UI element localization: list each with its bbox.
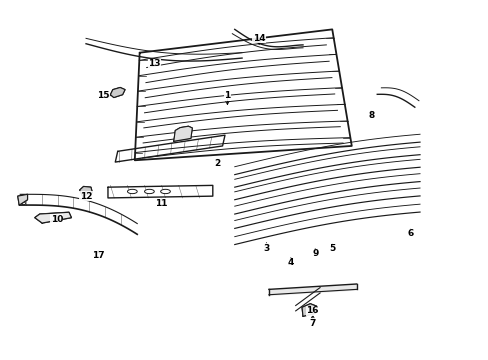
Ellipse shape [144, 189, 154, 194]
Text: 17: 17 [92, 251, 104, 260]
Polygon shape [80, 186, 92, 196]
Polygon shape [302, 304, 316, 316]
Polygon shape [110, 87, 125, 98]
Text: 8: 8 [367, 111, 374, 120]
Text: 7: 7 [309, 319, 315, 328]
Text: 16: 16 [306, 306, 318, 315]
Text: 2: 2 [214, 159, 221, 168]
Text: 6: 6 [407, 229, 412, 238]
Text: 9: 9 [311, 249, 318, 258]
Polygon shape [35, 212, 71, 223]
Text: 5: 5 [328, 244, 335, 253]
Ellipse shape [160, 189, 170, 194]
Text: 13: 13 [148, 59, 160, 68]
Text: 11: 11 [155, 199, 167, 208]
Text: 12: 12 [80, 192, 92, 201]
Text: 15: 15 [97, 91, 109, 100]
Ellipse shape [127, 189, 137, 194]
Polygon shape [173, 126, 192, 141]
Text: 3: 3 [263, 244, 269, 253]
Text: 4: 4 [287, 258, 293, 267]
Text: 10: 10 [50, 215, 63, 224]
Text: 14: 14 [252, 34, 265, 43]
Text: 1: 1 [224, 91, 230, 100]
Polygon shape [18, 194, 27, 205]
